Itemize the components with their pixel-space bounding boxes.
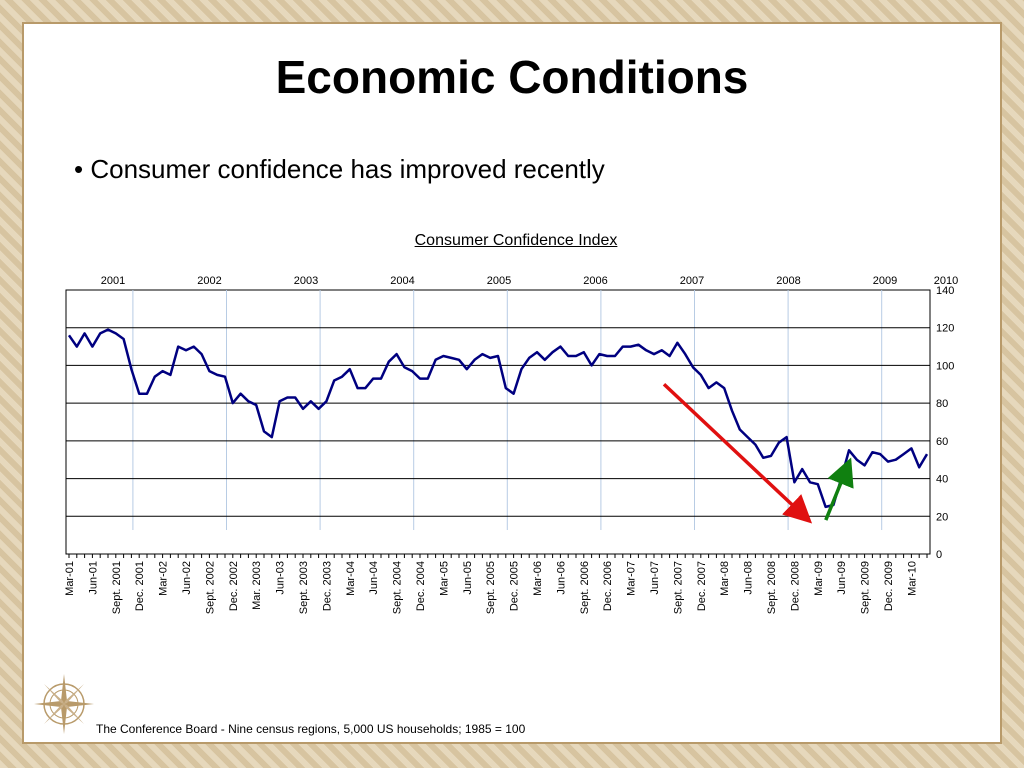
slide-title: Economic Conditions — [275, 51, 749, 103]
y-tick-label: 0 — [936, 549, 942, 561]
x-tick-label: Dec. 2006 — [602, 561, 614, 611]
x-tick-label: Jun-04 — [368, 561, 380, 595]
bullet-item: • Consumer confidence has improved recen… — [74, 154, 605, 184]
x-tick-label: Mar-08 — [719, 561, 731, 596]
x-tick-label: Jun-01 — [87, 561, 99, 595]
x-tick-label: Sept. 2001 — [111, 561, 123, 614]
x-tick-label: Sept. 2004 — [392, 561, 404, 614]
x-tick-label: Mar. 2003 — [251, 561, 263, 610]
x-tick-label: Sept. 2005 — [485, 561, 497, 614]
x-tick-label: Dec. 2008 — [789, 561, 801, 611]
x-tick-label: Dec. 2003 — [321, 561, 333, 611]
x-tick-label: Jun-09 — [836, 561, 848, 595]
y-tick-label: 40 — [936, 474, 948, 486]
x-tick-label: Jun-03 — [275, 561, 287, 595]
x-tick-label: Mar-04 — [345, 561, 357, 596]
source-note: The Conference Board - Nine census regio… — [96, 722, 526, 736]
recovery-arrow — [824, 457, 854, 521]
x-tick-label: Mar-07 — [626, 561, 638, 596]
x-tick-label: Jun-08 — [743, 561, 755, 595]
y-tick-label: 100 — [936, 360, 954, 372]
decline-arrow — [662, 383, 813, 524]
x-tick-label: Sept. 2009 — [860, 561, 872, 614]
x-tick-label: Jun-05 — [462, 561, 474, 595]
x-tick-label: Jun-07 — [649, 561, 661, 595]
chart-title: Consumer Confidence Index — [414, 232, 618, 249]
x-tick-label: Mar-01 — [64, 561, 76, 596]
x-tick-label: Mar-06 — [532, 561, 544, 596]
x-tick-label: Sept. 2003 — [298, 561, 310, 614]
year-label: 2003 — [294, 275, 318, 287]
x-tick-label: Dec. 2001 — [134, 561, 146, 611]
compass-rose-icon — [34, 674, 94, 734]
year-label: 2006 — [583, 275, 607, 287]
y-tick-label: 140 — [936, 285, 954, 297]
x-tick-label: Sept. 2002 — [204, 561, 216, 614]
y-tick-label: 80 — [936, 398, 948, 410]
y-tick-label: 60 — [936, 436, 948, 448]
x-tick-label: Jun-06 — [555, 561, 567, 595]
x-tick-label: Sept. 2008 — [766, 561, 778, 614]
y-tick-label: 120 — [936, 323, 954, 335]
year-label: 2002 — [197, 275, 221, 287]
x-tick-label: Sept. 2007 — [672, 561, 684, 614]
y-tick-label: 20 — [936, 511, 948, 523]
x-tick-label: Dec. 2002 — [228, 561, 240, 611]
x-tick-label: Jun-02 — [181, 561, 193, 595]
year-label: 2009 — [873, 275, 897, 287]
x-tick-label: Dec. 2009 — [883, 561, 895, 611]
x-tick-label: Dec. 2005 — [509, 561, 521, 611]
x-tick-label: Dec. 2004 — [415, 561, 427, 611]
year-label: 2004 — [390, 275, 414, 287]
year-label: 2010 — [934, 275, 958, 287]
year-label: 2005 — [487, 275, 511, 287]
x-tick-label: Mar-10 — [906, 561, 918, 596]
x-tick-label: Sept. 2006 — [579, 561, 591, 614]
x-tick-label: Mar-05 — [438, 561, 450, 596]
bullet-text: Consumer confidence has improved recentl… — [90, 154, 605, 184]
year-label: 2007 — [680, 275, 704, 287]
year-label: 2001 — [101, 275, 125, 287]
year-label: 2008 — [776, 275, 800, 287]
x-tick-label: Dec. 2007 — [696, 561, 708, 611]
x-tick-label: Mar-02 — [158, 561, 170, 596]
x-tick-label: Mar-09 — [813, 561, 825, 596]
